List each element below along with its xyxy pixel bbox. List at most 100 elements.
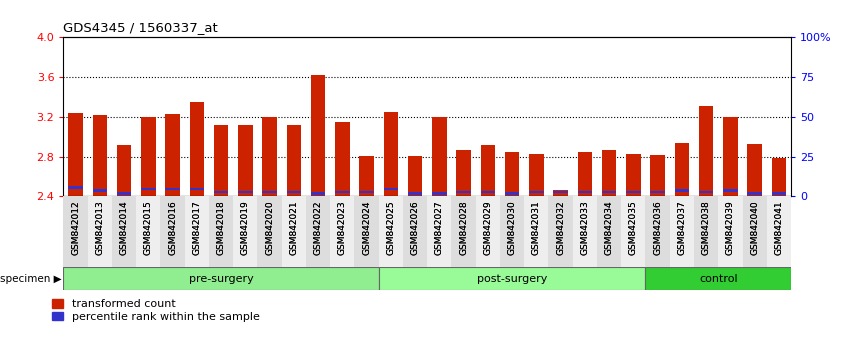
Text: GSM842027: GSM842027 [435, 200, 444, 255]
Text: GSM842021: GSM842021 [289, 200, 299, 255]
Bar [379, 196, 403, 267]
Text: GSM842038: GSM842038 [701, 200, 711, 255]
Bar [505, 152, 519, 196]
Bar [63, 267, 379, 290]
Text: GSM842028: GSM842028 [459, 200, 468, 255]
Bar [645, 196, 670, 267]
Bar [772, 158, 786, 196]
Text: GSM842032: GSM842032 [556, 200, 565, 255]
Text: GSM842023: GSM842023 [338, 200, 347, 255]
Bar [481, 145, 495, 196]
Bar [626, 191, 640, 193]
Text: GSM842038: GSM842038 [701, 200, 711, 255]
Bar [747, 144, 762, 196]
Text: GSM842034: GSM842034 [605, 200, 613, 255]
Text: post-surgery: post-surgery [477, 274, 547, 284]
Bar [92, 189, 107, 192]
Bar [408, 192, 422, 195]
Bar [626, 154, 640, 196]
Bar [699, 106, 713, 196]
Text: GSM842026: GSM842026 [410, 200, 420, 255]
Bar [233, 196, 257, 267]
Text: GSM842035: GSM842035 [629, 200, 638, 255]
Text: GSM842027: GSM842027 [435, 200, 444, 255]
Bar [432, 117, 447, 196]
Text: GDS4345 / 1560337_at: GDS4345 / 1560337_at [63, 21, 218, 34]
Text: GSM842029: GSM842029 [483, 200, 492, 255]
Text: GSM842040: GSM842040 [750, 200, 759, 255]
Bar [427, 196, 452, 267]
Bar [335, 191, 349, 193]
Legend: transformed count, percentile rank within the sample: transformed count, percentile rank withi… [52, 299, 260, 322]
Text: GSM842032: GSM842032 [556, 200, 565, 255]
Bar [238, 191, 253, 193]
Bar [165, 188, 180, 190]
Text: GSM842014: GSM842014 [119, 200, 129, 255]
Bar [262, 117, 277, 196]
Bar [379, 267, 645, 290]
Bar [674, 143, 689, 196]
Bar [674, 189, 689, 192]
Bar [209, 196, 233, 267]
Bar [408, 156, 422, 196]
Bar [718, 196, 743, 267]
Text: GSM842018: GSM842018 [217, 200, 226, 255]
Bar [141, 188, 156, 190]
Bar [190, 102, 204, 196]
Text: GSM842021: GSM842021 [289, 200, 299, 255]
Text: GSM842033: GSM842033 [580, 200, 590, 255]
Bar [117, 145, 131, 196]
Bar [310, 192, 326, 195]
Text: GSM842037: GSM842037 [678, 200, 686, 255]
Text: GSM842015: GSM842015 [144, 200, 153, 255]
Bar [602, 150, 617, 196]
Text: GSM842026: GSM842026 [410, 200, 420, 255]
Text: GSM842028: GSM842028 [459, 200, 468, 255]
Bar [766, 196, 791, 267]
Text: GSM842017: GSM842017 [192, 200, 201, 255]
Text: GSM842041: GSM842041 [774, 200, 783, 255]
Bar [238, 125, 253, 196]
Text: GSM842023: GSM842023 [338, 200, 347, 255]
Text: GSM842037: GSM842037 [678, 200, 686, 255]
Text: GSM842024: GSM842024 [362, 200, 371, 255]
Text: GSM842022: GSM842022 [314, 200, 322, 255]
Bar [747, 192, 762, 195]
Text: GSM842019: GSM842019 [241, 200, 250, 255]
Text: control: control [699, 274, 738, 284]
Bar [694, 196, 718, 267]
Bar [670, 196, 694, 267]
Bar [645, 267, 791, 290]
Text: GSM842041: GSM842041 [774, 200, 783, 255]
Bar [597, 196, 621, 267]
Bar [452, 196, 475, 267]
Text: GSM842014: GSM842014 [119, 200, 129, 255]
Bar [310, 75, 326, 196]
Bar [69, 113, 83, 196]
Bar [529, 154, 544, 196]
Bar [481, 191, 495, 193]
Text: GSM842019: GSM842019 [241, 200, 250, 255]
Bar [553, 190, 568, 196]
Bar [505, 192, 519, 195]
Bar [262, 191, 277, 193]
Text: specimen ▶: specimen ▶ [0, 274, 62, 284]
Text: GSM842020: GSM842020 [265, 200, 274, 255]
Text: GSM842031: GSM842031 [532, 200, 541, 255]
Text: GSM842030: GSM842030 [508, 200, 517, 255]
Text: GSM842024: GSM842024 [362, 200, 371, 255]
Bar [287, 125, 301, 196]
Text: GSM842013: GSM842013 [96, 200, 104, 255]
Bar [214, 125, 228, 196]
Text: GSM842025: GSM842025 [387, 200, 395, 255]
Bar [335, 122, 349, 196]
Bar [190, 188, 204, 190]
Text: GSM842016: GSM842016 [168, 200, 177, 255]
Bar [92, 115, 107, 196]
Text: GSM842039: GSM842039 [726, 200, 735, 255]
Bar [360, 191, 374, 193]
Bar [475, 196, 500, 267]
Bar [360, 156, 374, 196]
Text: GSM842017: GSM842017 [192, 200, 201, 255]
Bar [117, 192, 131, 195]
